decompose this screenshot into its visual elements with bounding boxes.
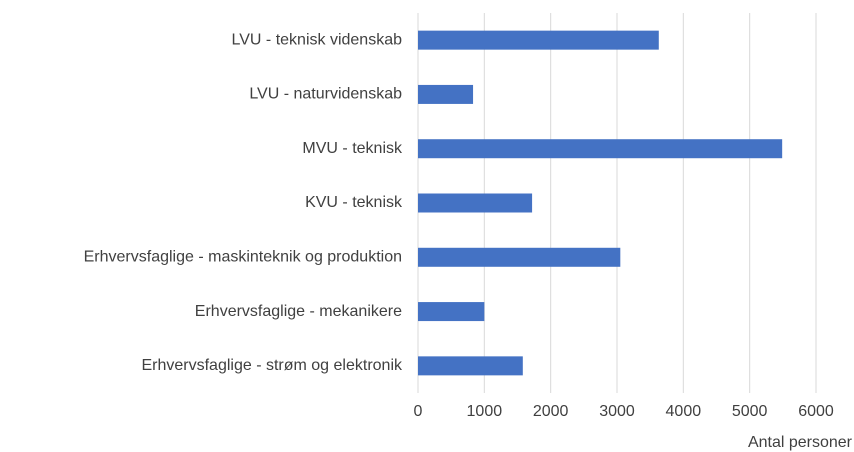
y-tick-label: KVU - teknisk xyxy=(305,194,403,211)
y-tick-label: Erhvervsfaglige - mekanikere xyxy=(195,303,402,320)
y-tick-label: Erhvervsfaglige - maskinteknik og produk… xyxy=(84,249,402,266)
x-tick-label: 4000 xyxy=(666,403,702,420)
bar xyxy=(418,247,621,267)
x-tick-label: 5000 xyxy=(732,403,768,420)
x-tick-label: 0 xyxy=(414,403,423,420)
bar xyxy=(418,193,533,213)
y-tick-label: LVU - naturvidenskab xyxy=(249,86,402,103)
y-tick-label: Erhvervsfaglige - strøm og elektronik xyxy=(141,357,403,374)
x-tick-label: 6000 xyxy=(798,403,834,420)
bar xyxy=(418,356,523,376)
x-tick-label: 1000 xyxy=(467,403,503,420)
bar xyxy=(418,30,659,50)
x-tick-label: 2000 xyxy=(533,403,569,420)
bar xyxy=(418,302,485,322)
bar xyxy=(418,84,474,104)
x-tick-label: 3000 xyxy=(599,403,635,420)
y-tick-label: LVU - teknisk videnskab xyxy=(232,31,403,48)
y-tick-label: MVU - teknisk xyxy=(302,140,403,157)
x-axis-label: Antal personer xyxy=(748,434,853,451)
bar xyxy=(418,139,783,159)
